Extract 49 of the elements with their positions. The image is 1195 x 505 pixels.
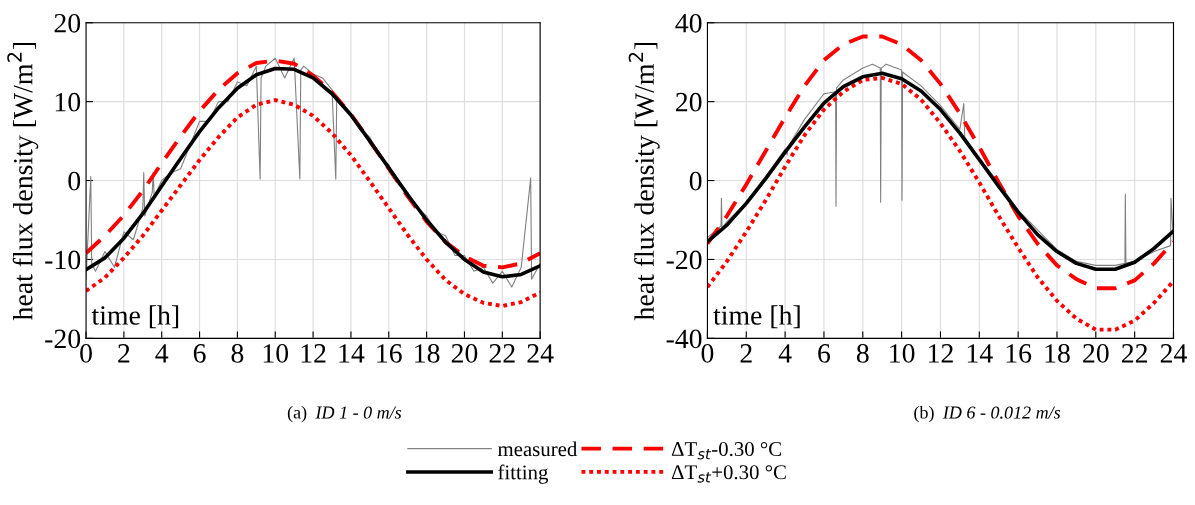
y-tick-label: 0 [689, 171, 702, 191]
x-tick-label: 24 [1160, 344, 1187, 363]
x-tick-label: 24 [527, 344, 554, 363]
y-tick-label: -10 [45, 250, 81, 270]
x-tick-label: 20 [451, 344, 478, 363]
x-tick-label: 6 [193, 344, 206, 363]
y-axis-title: heat flux density [W/m$^{2}$] [628, 42, 660, 321]
x-axis-title: time [h] [91, 305, 179, 329]
y-tick-label: -20 [45, 329, 81, 349]
x-tick-label: 12 [929, 344, 953, 363]
x-tick-label: 2 [740, 344, 752, 363]
x-tick-label: 18 [1045, 344, 1070, 363]
x-tick-label: 4 [155, 344, 169, 363]
x-tick-label: 8 [856, 344, 869, 363]
y-tick-label: -20 [666, 250, 702, 270]
legend-label: measured [497, 441, 578, 457]
text: (b) [914, 405, 934, 423]
x-tick-label: 22 [489, 344, 515, 363]
y-tick-label: 20 [676, 92, 702, 112]
x-axis-title: time [h] [713, 305, 800, 329]
y-tick-label: 20 [54, 13, 81, 33]
x-tick-label: 10 [263, 344, 289, 363]
line-series [707, 76, 1174, 332]
legend-label: ΔT$_{st}$-0.30 °C [671, 442, 781, 460]
x-tick-label: 2 [118, 344, 130, 363]
x-tick-label: 18 [415, 344, 440, 363]
text: ID 6 - 0.012 m/s [942, 406, 1061, 419]
legend-label: fitting [498, 464, 549, 484]
y-tick-label: 10 [55, 92, 81, 112]
x-tick-label: 10 [890, 344, 915, 363]
x-tick-label: 16 [377, 344, 402, 363]
x-tick-label: 12 [301, 344, 326, 363]
x-tick-label: 4 [778, 344, 792, 363]
x-tick-label: 14 [339, 344, 365, 363]
x-tick-label: 0 [701, 344, 714, 363]
x-tick-label: 8 [231, 344, 244, 363]
y-tick-label: 0 [68, 171, 81, 191]
line-series [707, 34, 1174, 291]
text: (a) [287, 405, 307, 423]
x-tick-label: 16 [1006, 344, 1032, 363]
y-axis-title: heat flux density [W/m$^{2}$] [7, 42, 39, 321]
y-tick-label: 40 [675, 13, 702, 33]
x-tick-label: 20 [1083, 344, 1109, 363]
x-tick-label: 14 [967, 344, 993, 363]
x-tick-label: 22 [1121, 344, 1148, 363]
y-tick-label: -40 [666, 329, 702, 349]
legend-label: ΔT$_{st}$+0.30 °C [671, 465, 786, 483]
x-tick-label: 6 [818, 344, 831, 363]
text: ID 1 - 0 m/s [315, 406, 402, 419]
